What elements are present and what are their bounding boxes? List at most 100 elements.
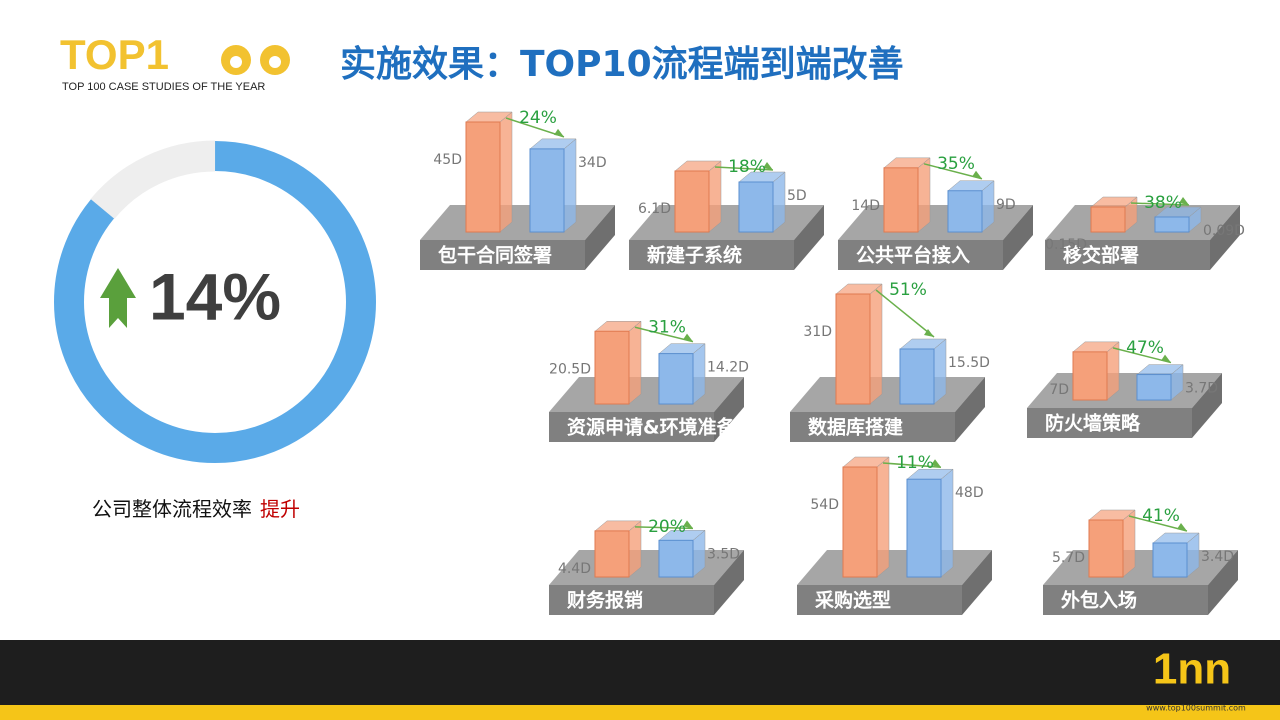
donut-segment (53, 140, 377, 464)
bar (1152, 542, 1188, 578)
bar (883, 167, 919, 233)
value-label: 48D (955, 485, 984, 501)
platform-side (1003, 205, 1033, 270)
platform-top (420, 205, 615, 240)
bar (947, 190, 983, 233)
bar-side (772, 171, 786, 233)
bar (1136, 374, 1172, 401)
arrow-head (683, 520, 693, 529)
chart-title: 防火墙策略 (1045, 412, 1141, 435)
change-label: 47% (1126, 338, 1164, 358)
change-label: 38% (1144, 193, 1182, 213)
trend-arrow (714, 166, 774, 171)
trend-arrow (505, 117, 565, 138)
platform-front (797, 585, 962, 615)
footer-bar (0, 640, 1280, 705)
bar-side (1122, 509, 1136, 578)
platform-top (790, 377, 985, 412)
arrow-head (924, 329, 934, 337)
bar-charts: 包干合同签署 45D 34D 24% 新建子系统 6.1D 5D 18% 公共平台接入 14D 9D… (420, 108, 1245, 615)
platform-front (549, 412, 714, 442)
bar-side (876, 456, 890, 578)
chart-title: 资源申请&环境准备 (567, 416, 737, 439)
platform-front (1043, 585, 1208, 615)
chart-title: 财务报销 (567, 589, 643, 612)
bar (1072, 351, 1108, 401)
arrow-head (972, 170, 982, 179)
platform-side (794, 205, 824, 270)
caption-text: 公司整体流程效率 (92, 497, 252, 521)
bar (842, 466, 878, 578)
platform-top (549, 377, 744, 412)
value-label: 9D (996, 197, 1016, 213)
platform-top (797, 550, 992, 585)
value-label: 4.4D (558, 561, 591, 577)
bar (906, 478, 942, 578)
platform-side (585, 205, 615, 270)
value-label: 3.7D (1185, 381, 1218, 397)
caption: 公司整体流程效率 提升 (92, 497, 300, 521)
footer-logo: 1nn (1153, 645, 1231, 694)
platform-side (1208, 550, 1238, 615)
arrow-head (1177, 523, 1187, 531)
trend-arrow (882, 462, 942, 468)
footer-stripe (0, 705, 1280, 720)
bar-side (940, 468, 954, 578)
bar (738, 181, 774, 233)
arrow-head (554, 128, 564, 137)
bar (899, 348, 935, 405)
up-arrow (100, 268, 136, 328)
value-label: 45D (433, 152, 462, 168)
arrow-head (1179, 197, 1189, 205)
value-label: 3.4D (1201, 549, 1234, 565)
change-label: 20% (648, 517, 686, 537)
change-label: 31% (648, 317, 686, 337)
bar (529, 148, 565, 233)
donut-chart: 14% (53, 140, 377, 464)
footer-url: www.top100summit.com (1146, 704, 1246, 713)
change-label: 35% (937, 154, 975, 174)
bar (658, 539, 694, 578)
value-label: 6.1D (638, 201, 671, 217)
arrow-head (683, 333, 693, 342)
donut-label: 14% (149, 259, 281, 333)
platform-front (838, 240, 1003, 270)
bar-side (933, 338, 947, 405)
caption-highlight: 提升 (260, 497, 300, 521)
value-label: 14.2D (707, 360, 749, 376)
platform-side (1210, 205, 1240, 270)
value-label: 31D (803, 324, 832, 340)
platform-front (1045, 240, 1210, 270)
change-label: 51% (889, 280, 927, 300)
change-label: 24% (519, 108, 557, 128)
value-label: 15.5D (948, 355, 990, 371)
logo-title: TOP1 (60, 31, 169, 78)
bar (594, 330, 630, 405)
bar (658, 353, 694, 405)
trend-arrow (1130, 202, 1190, 206)
platform-side (714, 550, 744, 615)
chart-title: 新建子系统 (647, 244, 742, 267)
value-label: 14D (851, 198, 880, 214)
platform-front (549, 585, 714, 615)
bar-side (869, 283, 883, 405)
platform-side (962, 550, 992, 615)
bar (835, 293, 871, 405)
arrow-head (763, 162, 773, 170)
logo-subtitle: TOP 100 CASE STUDIES OF THE YEAR (62, 81, 265, 93)
bar-side (563, 138, 577, 233)
trend-arrow (875, 289, 935, 338)
change-label: 41% (1142, 506, 1180, 526)
logo-eye (269, 56, 281, 68)
bar-side (628, 320, 642, 405)
bar-side (708, 160, 722, 233)
value-label: 34D (578, 155, 607, 171)
bar (1088, 519, 1124, 578)
logo-eyes (221, 45, 290, 75)
arrow-head (931, 459, 941, 468)
change-label: 11% (896, 453, 934, 473)
bar-side (917, 157, 931, 233)
chart-title: 外包入场 (1061, 589, 1137, 612)
